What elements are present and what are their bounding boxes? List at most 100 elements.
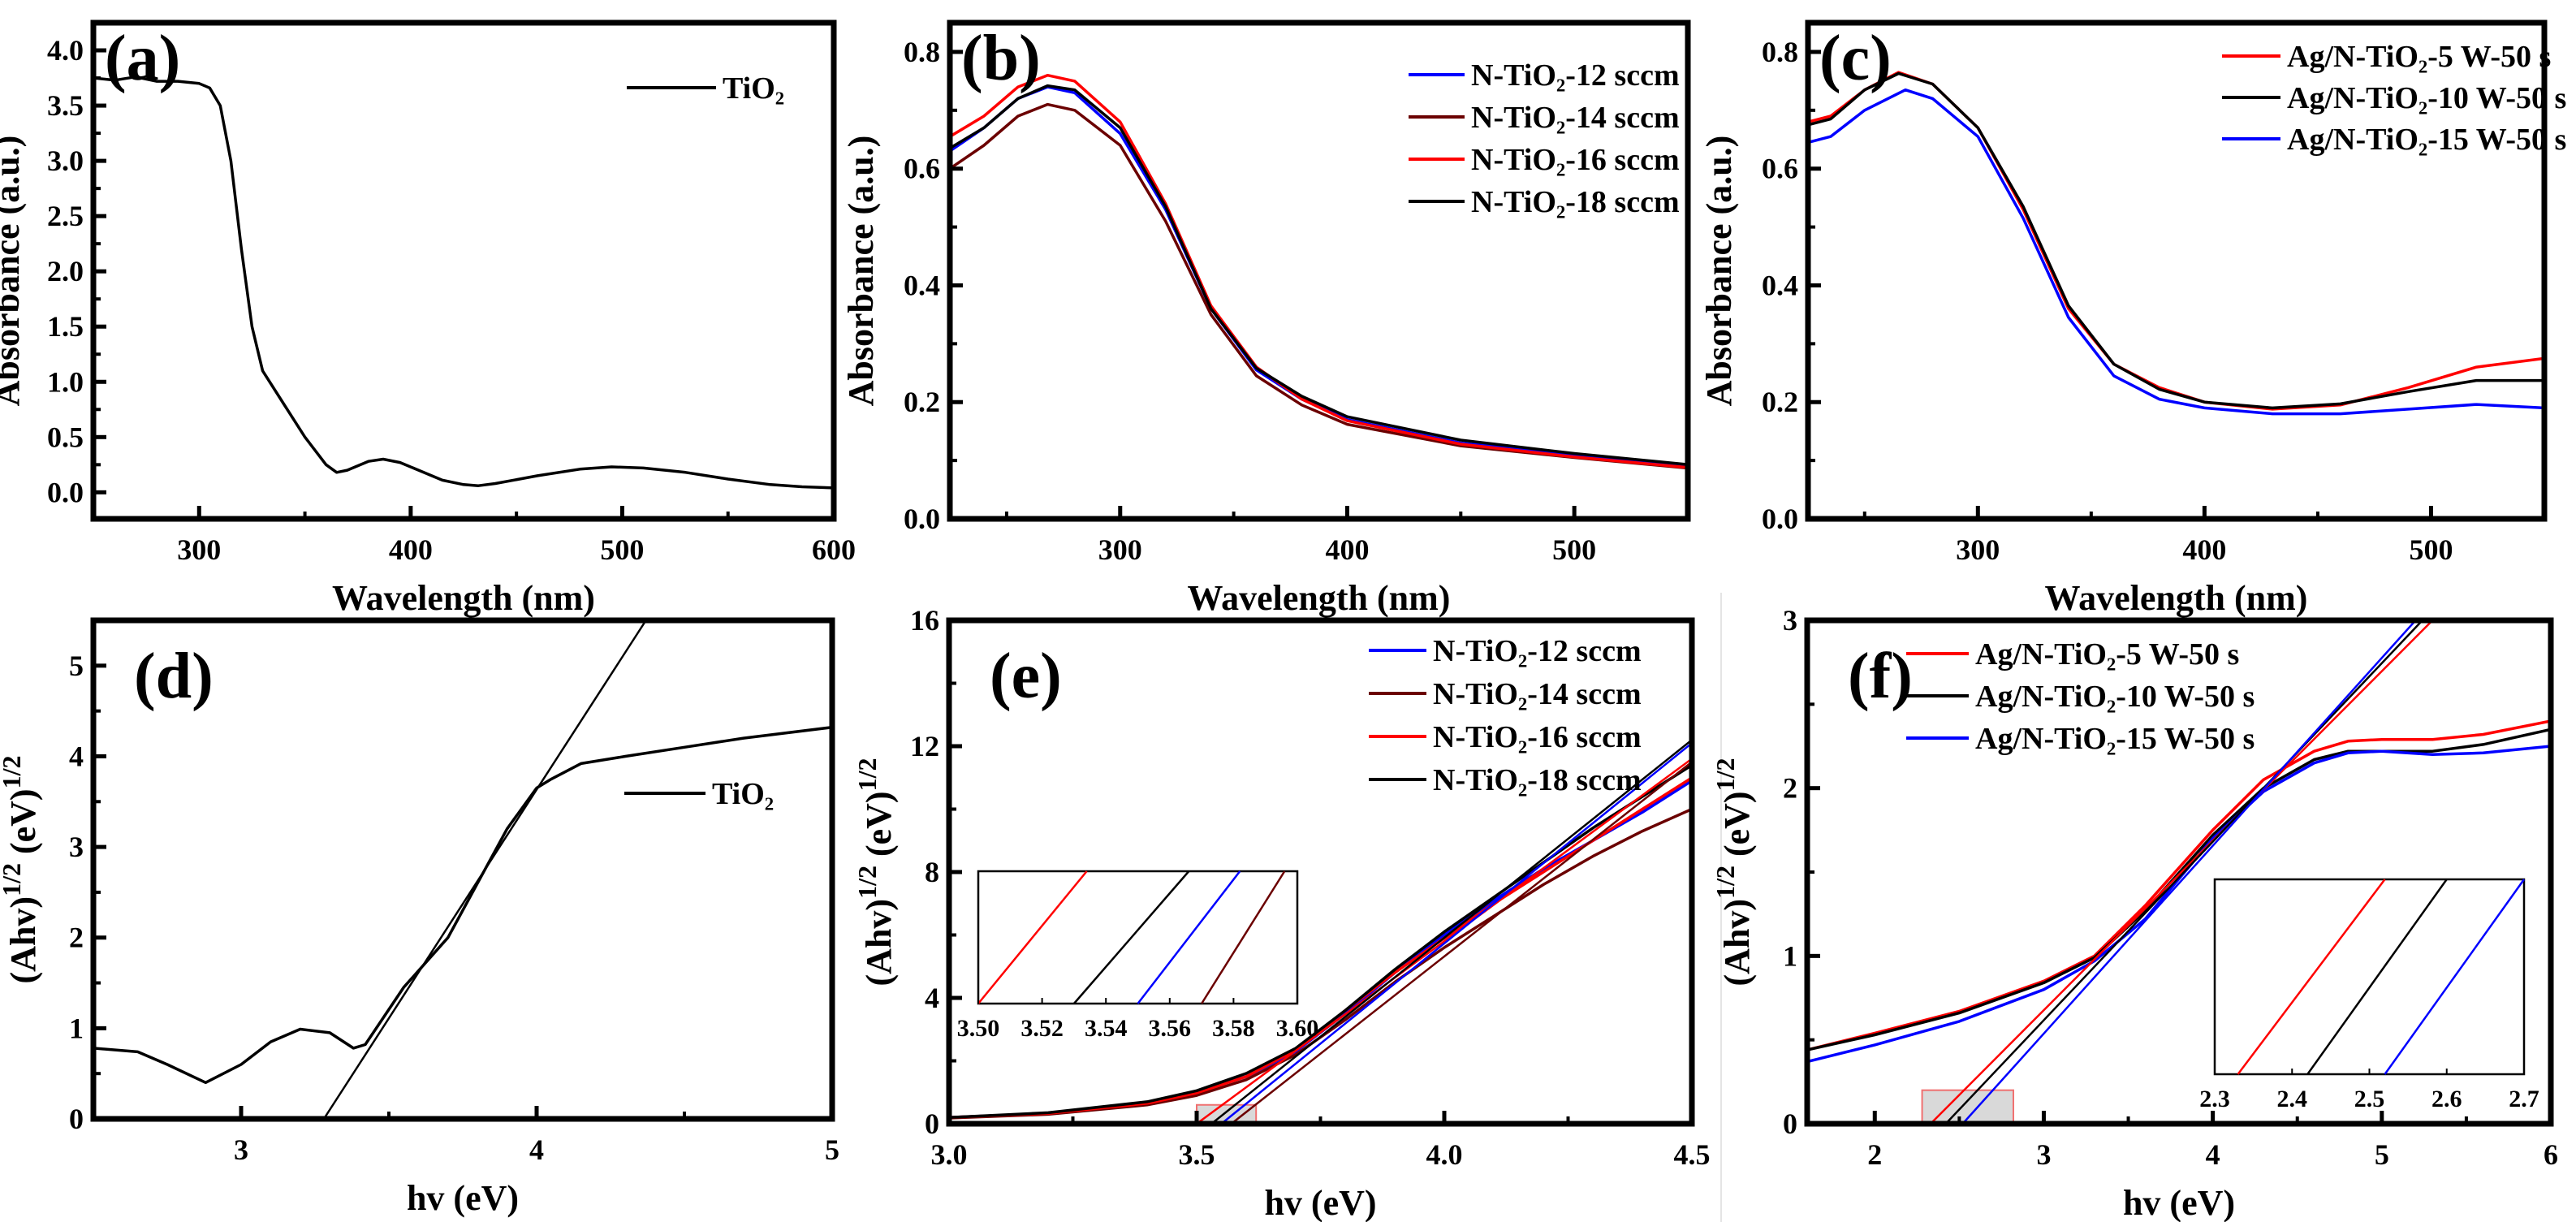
series-line-4	[950, 84, 1688, 466]
x-tick-label: 2	[1867, 1138, 1882, 1171]
legend-item: Ag/N-TiO₂-15 W-50 s	[2222, 123, 2566, 157]
legend-label: TiO₂	[712, 777, 774, 811]
legend-item: N-TiO₂-14 sccm	[1409, 101, 1680, 135]
x-tick-label: 3	[234, 1133, 248, 1166]
x-axis-title: hv (eV)	[407, 1178, 519, 1218]
y-tick-label: 0	[69, 1103, 84, 1135]
tangent-fit-line-4	[1230, 761, 1692, 1124]
y-axis-title-part: (Ahv)	[3, 896, 43, 984]
panel-label: (d)	[134, 641, 214, 712]
tangent-fit-line-1	[322, 620, 647, 1119]
panel-b: 300 400 500 0.0 0.2 0.4 0.6 0.8 Wavelength (nm) A…	[841, 19, 1691, 618]
legend-label: Ag/N-TiO₂-10 W-50 s	[1975, 680, 2255, 714]
y-tick-label: 0.8	[1762, 36, 1798, 68]
y-axis-title-part: Absorbance (a.u.)	[0, 136, 27, 407]
x-tick-label: 300	[1956, 533, 2000, 566]
legend: TiO₂	[627, 71, 784, 106]
y-axis-title: Absorbance (a.u.)	[841, 136, 881, 407]
y-tick-label: 3.0	[47, 145, 84, 177]
legend: N-TiO₂-12 sccm N-TiO₂-14 sccm N-TiO₂-16 sc…	[1369, 634, 1642, 797]
y-axis-title-part: (eV)	[859, 791, 899, 866]
panel-c: 300 400 500 0.0 0.2 0.4 0.6 0.8 Wavelength (nm) A…	[1699, 19, 2566, 618]
y-tick-label: 8	[925, 856, 939, 888]
tangent-fit-line-2	[1210, 739, 1692, 1124]
y-tick-label: 1	[1783, 939, 1797, 972]
legend-label: N-TiO₂-14 sccm	[1433, 677, 1642, 711]
legend-item: Ag/N-TiO₂-15 W-50 s	[1906, 722, 2255, 756]
legend-item: N-TiO₂-18 sccm	[1409, 185, 1680, 219]
x-tick-label: 3.5	[1179, 1138, 1215, 1171]
panel-label: (f)	[1848, 641, 1913, 712]
series-line-1	[93, 75, 834, 490]
y-axis-title: Absorbance (a.u.)	[1699, 136, 1739, 407]
y-tick-label: 0.2	[1762, 386, 1798, 418]
series-line-2	[1807, 728, 2551, 1051]
x-tick-label: 500	[1552, 533, 1596, 566]
y-tick-label: 0.6	[1762, 153, 1798, 185]
x-tick-label: 300	[177, 533, 221, 566]
x-tick-label: 6	[2544, 1138, 2558, 1171]
x-tick-label: 500	[600, 533, 644, 566]
y-tick-label: 16	[910, 604, 939, 637]
legend-item: N-TiO₂-16 sccm	[1369, 720, 1642, 754]
y-tick-label: 0.5	[47, 421, 84, 453]
inset-x-tick-label: 3.60	[1276, 1015, 1319, 1042]
legend-item: N-TiO₂-16 sccm	[1409, 143, 1680, 177]
y-tick-label: 2	[1783, 772, 1797, 805]
legend-item: N-TiO₂-12 sccm	[1369, 634, 1642, 668]
y-axis-title-superscript: 1/2	[1711, 758, 1740, 792]
y-tick-label: 1.5	[47, 310, 84, 343]
x-tick-label: 4	[2206, 1138, 2220, 1171]
x-tick-label: 3	[2036, 1138, 2051, 1171]
panel-a: 300 400 500 600 0.0 0.5 1.0 1.5 2.0 2.5 3.0 3.5 4.0 W…	[0, 19, 856, 618]
legend-label: Ag/N-TiO₂-15 W-50 s	[1975, 722, 2255, 756]
legend-label: Ag/N-TiO₂-5 W-50 s	[1975, 637, 2239, 671]
legend-item: N-TiO₂-12 sccm	[1409, 58, 1680, 93]
legend-label: Ag/N-TiO₂-10 W-50 s	[2287, 81, 2566, 115]
inset-zoom-plot: 2.3 2.4 2.5 2.6 2.7	[2199, 878, 2539, 1112]
y-tick-label: 3	[1783, 604, 1797, 637]
tangent-fit-line-3	[1220, 742, 1692, 1124]
legend-label: Ag/N-TiO₂-5 W-50 s	[2287, 40, 2551, 74]
inset-fit-line-1	[977, 870, 1088, 1004]
y-tick-label: 4	[925, 982, 939, 1014]
legend: Ag/N-TiO₂-5 W-50 s Ag/N-TiO₂-10 W-50 s Ag/…	[1906, 637, 2255, 756]
panel-label: (b)	[961, 23, 1041, 94]
x-tick-label: 400	[2182, 533, 2226, 566]
series-line-1	[1807, 719, 2551, 1051]
y-tick-label: 0.0	[1762, 503, 1798, 535]
legend-item: Ag/N-TiO₂-10 W-50 s	[2222, 81, 2566, 115]
x-tick-label: 4.0	[1426, 1138, 1463, 1171]
y-axis-title-superscript: 1/2	[0, 756, 26, 789]
y-axis-title: Absorbance (a.u.)	[0, 136, 27, 407]
tangent-fit-line-1	[1196, 758, 1692, 1124]
axes-frame	[947, 19, 1691, 522]
y-axis-title-part: Absorbance (a.u.)	[841, 136, 881, 407]
y-tick-label: 5	[69, 650, 84, 682]
legend-item: Ag/N-TiO₂-5 W-50 s	[2222, 40, 2551, 74]
y-axis-title: (Ahv)1/2 (eV)1/2	[0, 756, 43, 984]
x-axis-title: Wavelength (nm)	[332, 578, 595, 618]
legend-label: N-TiO₂-14 sccm	[1471, 101, 1680, 135]
legend-label: TiO₂	[723, 71, 784, 106]
inset-x-tick-label: 2.4	[2277, 1086, 2308, 1112]
y-tick-label: 0.8	[904, 36, 940, 68]
y-axis-title: (Ahv)1/2 (eV)1/2	[1711, 758, 1757, 987]
y-tick-label: 0.4	[1762, 269, 1798, 301]
legend-label: N-TiO₂-12 sccm	[1471, 58, 1680, 93]
inset-zoom-plot: 3.50 3.52 3.54 3.56 3.58 3.60	[957, 870, 1319, 1042]
y-tick-label: 0.2	[904, 386, 940, 418]
x-tick-label: 600	[812, 533, 856, 566]
x-tick-label: 5	[825, 1133, 839, 1166]
series-line-4	[949, 763, 1692, 1120]
inset-x-tick-label: 3.52	[1020, 1015, 1064, 1042]
legend-label: N-TiO₂-16 sccm	[1471, 143, 1680, 177]
inset-fit-line-2	[2306, 879, 2448, 1075]
panel-label: (e)	[990, 641, 1062, 712]
plot-area	[93, 620, 832, 1119]
x-axis-title: hv (eV)	[2123, 1183, 2235, 1222]
x-axis-title: hv (eV)	[1264, 1183, 1376, 1222]
legend-item: TiO₂	[624, 777, 774, 811]
x-axis-title: Wavelength (nm)	[1188, 578, 1451, 618]
